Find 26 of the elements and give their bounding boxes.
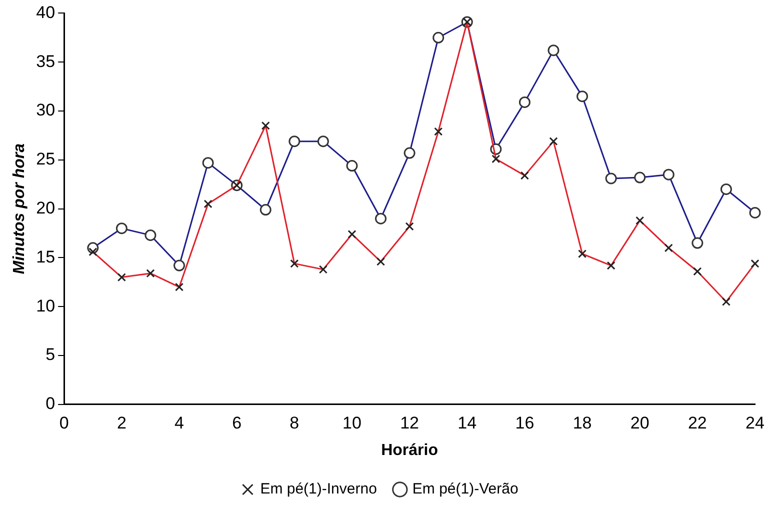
y-tick-label: 5 bbox=[46, 345, 56, 364]
x-axis-title: Horário bbox=[381, 442, 438, 459]
legend-label: Em pé(1)-Verão bbox=[412, 480, 518, 498]
y-tick-label: 20 bbox=[36, 198, 56, 218]
y-tick-label: 40 bbox=[36, 2, 56, 22]
x-tick-label: 8 bbox=[290, 413, 300, 432]
x-tick-label: 4 bbox=[174, 413, 184, 432]
x-tick-label: 22 bbox=[688, 413, 707, 432]
x-tick-label: 16 bbox=[515, 413, 534, 432]
x-tick-label: 0 bbox=[59, 413, 69, 432]
y-tick-label: 15 bbox=[36, 247, 56, 266]
legend-label: Em pé(1)-Inverno bbox=[260, 480, 377, 498]
x-tick-label: 12 bbox=[400, 413, 420, 432]
y-tick-label: 10 bbox=[36, 296, 56, 316]
y-tick-label: 30 bbox=[36, 100, 56, 120]
x-tick-label: 10 bbox=[342, 413, 362, 432]
y-tick-label: 25 bbox=[36, 150, 56, 169]
y-axis-title: Minutos por hora bbox=[11, 143, 28, 274]
x-tick-label: 2 bbox=[116, 413, 126, 432]
x-tick-label: 24 bbox=[746, 413, 764, 432]
x-tick-label: 14 bbox=[458, 413, 477, 432]
x-tick-label: 18 bbox=[572, 413, 592, 432]
y-tick-label: 0 bbox=[46, 394, 56, 414]
x-tick-label: 6 bbox=[232, 413, 242, 432]
x-tick-label: 20 bbox=[630, 413, 650, 432]
y-tick-label: 35 bbox=[36, 52, 56, 71]
